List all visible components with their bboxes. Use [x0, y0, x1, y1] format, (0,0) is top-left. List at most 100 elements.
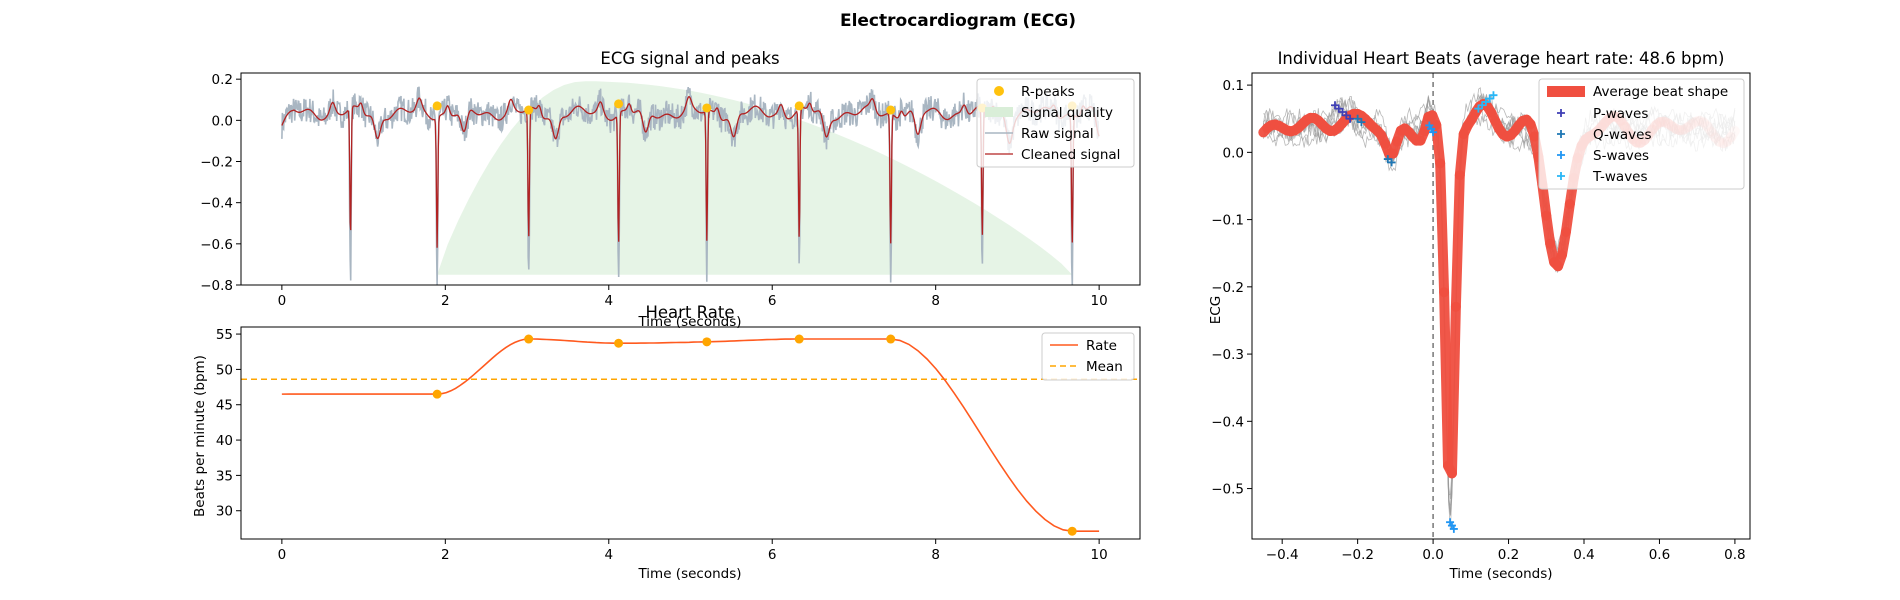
x-tick-label: 6	[768, 293, 777, 309]
legend-s-waves-label: S-waves	[1593, 148, 1649, 164]
heart-rate-point	[794, 334, 804, 344]
average-beat-segment	[1435, 158, 1450, 298]
heart-rate-line	[281, 338, 1100, 532]
ecg-signal-x-axis-title: Time (seconds)	[637, 314, 741, 330]
heart-beats-chart: Individual Heart Beats (average heart ra…	[1208, 49, 1751, 582]
signal-quality-area	[437, 81, 1073, 275]
heart-beats-x-axis-title: Time (seconds)	[1448, 566, 1552, 582]
r-peak-marker	[702, 103, 712, 113]
heart-rate-point	[886, 334, 896, 344]
x-tick-label: 4	[604, 293, 613, 309]
plot-area	[281, 81, 1100, 285]
y-tick-label: 0.2	[212, 72, 233, 88]
r-peak-marker	[432, 101, 442, 111]
x-tick-label: 0.6	[1649, 547, 1670, 563]
x-tick-label: 2	[441, 547, 450, 563]
y-tick-label: 0.0	[212, 113, 233, 129]
heart-rate-chart: Heart Rate 0 2 4 6 8 10 30 35 40 45 50 55 Rate Mean T…	[192, 303, 1141, 582]
legend-t-waves-marker	[1557, 172, 1565, 180]
r-peak-marker	[524, 105, 534, 115]
legend-r-peaks-label: R-peaks	[1021, 84, 1075, 100]
legend-cleaned-signal-label: Cleaned signal	[1021, 147, 1120, 163]
y-tick-label: −0.2	[1211, 280, 1244, 296]
y-tick-label: −0.6	[200, 237, 233, 253]
y-tick-label: 30	[216, 504, 233, 520]
heart-rate-point	[524, 334, 534, 344]
ecg-signal-title: ECG signal and peaks	[600, 49, 779, 68]
average-beat-segment	[1454, 129, 1469, 181]
heart-rate-point	[1067, 526, 1077, 536]
y-tick-label: 0.1	[1223, 78, 1244, 94]
heart-rate-title: Heart Rate	[645, 303, 734, 322]
y-tick-label: 40	[216, 433, 233, 449]
y-tick-label: 35	[216, 468, 233, 484]
average-beat-segment	[1537, 179, 1552, 221]
y-tick-label: −0.4	[200, 196, 233, 212]
heart-rate-x-axis-title: Time (seconds)	[637, 566, 741, 582]
average-beat-segment	[1431, 120, 1446, 169]
s-wave-marker	[1449, 524, 1458, 533]
t-wave-marker	[1489, 91, 1498, 100]
q-wave-marker	[1357, 118, 1366, 127]
average-beat-segment	[1450, 170, 1465, 312]
plot-frame	[1251, 72, 1751, 540]
legend-box	[1538, 78, 1745, 190]
p-wave-marker	[1346, 114, 1355, 123]
y-tick-label: 45	[216, 398, 233, 414]
x-tick-label: 6	[768, 547, 777, 563]
y-tick-label: −0.5	[1211, 482, 1244, 498]
heart-rate-point	[702, 337, 712, 347]
legend-mean-label: Mean	[1086, 359, 1123, 375]
legend-average-beat-swatch	[1547, 86, 1585, 97]
legend-raw-signal-label: Raw signal	[1021, 126, 1094, 142]
x-tick-label: −0.2	[1341, 547, 1374, 563]
heart-rate-y-axis-title: Beats per minute (bpm)	[192, 355, 208, 517]
r-peak-marker	[614, 99, 624, 109]
y-tick-label: −0.1	[1211, 213, 1244, 229]
legend-box	[976, 78, 1135, 168]
average-beat-segment	[1446, 301, 1461, 479]
x-tick-label: 0.8	[1724, 547, 1745, 563]
x-tick-label: 8	[931, 547, 940, 563]
r-peak-marker	[794, 101, 804, 111]
x-tick-label: 8	[931, 293, 940, 309]
r-peak-marker	[886, 105, 896, 115]
y-tick-label: 55	[216, 327, 233, 343]
q-wave-marker	[1387, 158, 1396, 167]
x-tick-label: 10	[1091, 547, 1108, 563]
legend-t-waves-label: T-waves	[1592, 169, 1648, 185]
y-tick-label: −0.2	[200, 155, 233, 171]
ecg-signal-chart: ECG signal and peaks 0 2 4 6 8 10 0.2 0.0 −0.2 −0…	[200, 49, 1141, 330]
y-tick-label: −0.8	[200, 278, 233, 294]
plot-frame	[240, 72, 1141, 286]
y-tick-label: −0.3	[1211, 347, 1244, 363]
legend-p-waves-label: P-waves	[1593, 106, 1648, 122]
y-tick-label: 50	[216, 362, 233, 378]
plot-area	[241, 334, 1140, 536]
legend-q-waves-label: Q-waves	[1593, 127, 1652, 143]
x-tick-label: 0.2	[1498, 547, 1519, 563]
x-tick-label: 0.4	[1573, 547, 1594, 563]
x-tick-label: −0.4	[1266, 547, 1299, 563]
heart-beats-title: Individual Heart Beats (average heart ra…	[1278, 49, 1725, 68]
legend-average-beat-label: Average beat shape	[1593, 84, 1728, 100]
plot-frame	[240, 326, 1141, 540]
heart-rate-point	[614, 338, 624, 348]
legend-s-waves-marker	[1557, 151, 1565, 159]
x-tick-label: 0.0	[1422, 547, 1443, 563]
x-tick-label: 0	[278, 293, 287, 309]
x-tick-label: 2	[441, 293, 450, 309]
heart-rate-point	[432, 389, 442, 399]
x-tick-label: 4	[604, 547, 613, 563]
s-wave-marker	[1429, 128, 1438, 137]
legend-r-peaks-marker	[994, 86, 1004, 96]
y-tick-label: −0.4	[1211, 414, 1244, 430]
x-tick-label: 0	[278, 547, 287, 563]
figure-title: Electrocardiogram (ECG)	[840, 11, 1076, 31]
average-beat-segment	[1439, 287, 1454, 471]
legend-p-waves-marker	[1557, 109, 1565, 117]
legend-signal-quality-swatch	[985, 107, 1013, 117]
y-tick-label: 0.0	[1223, 145, 1244, 161]
legend-q-waves-marker	[1557, 130, 1565, 138]
